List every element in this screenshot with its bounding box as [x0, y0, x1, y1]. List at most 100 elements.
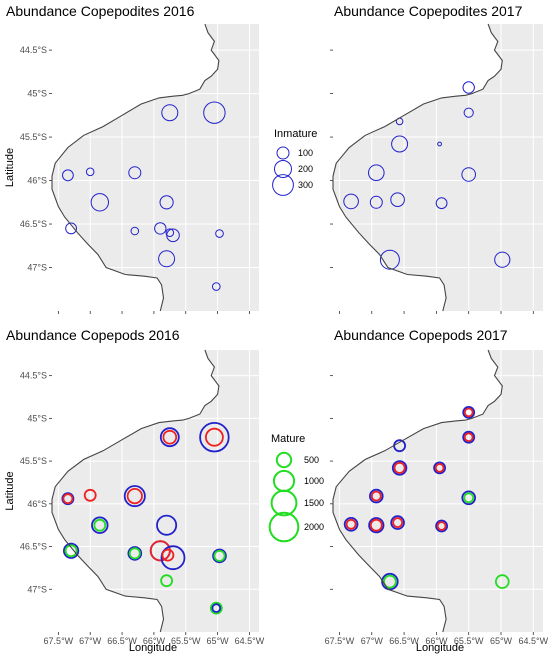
- legend-symbol: [275, 451, 293, 469]
- x-tick-label: 65°W: [207, 636, 230, 646]
- data-point: [343, 516, 359, 532]
- y-axis-label: Latitude: [4, 471, 16, 510]
- y-tick-label: 44.5°S: [20, 371, 47, 381]
- data-point: [393, 461, 406, 474]
- data-point: [160, 574, 174, 588]
- x-axis-label: Longitude: [416, 642, 464, 654]
- data-point: [91, 516, 109, 534]
- legend-mature: Mature 500 1000 1500 2000: [268, 433, 324, 543]
- data-point: [390, 192, 405, 207]
- data-point: [130, 226, 140, 236]
- x-tick-label: 65.5°W: [171, 636, 201, 646]
- data-point: [127, 546, 143, 561]
- data-point: [391, 135, 409, 153]
- data-point: [85, 167, 95, 177]
- legend-symbol: [272, 469, 296, 493]
- panel-copepods-2017: Abundance Copepods 2017 67.5°W 67°W 66.5°W…: [325, 327, 549, 654]
- x-tick-label: 66°W: [143, 636, 166, 646]
- y-tick-label: 45.5°S: [20, 456, 47, 466]
- panel-title: Abundance Copepodites 2017: [334, 3, 523, 19]
- legend-label: 1000: [304, 476, 324, 486]
- data-point: [158, 250, 176, 268]
- x-tick-label: 67.5°W: [44, 636, 74, 646]
- data-point: [83, 488, 97, 502]
- data-point: [463, 432, 474, 443]
- coastline: [332, 23, 503, 312]
- data-point: [368, 488, 384, 504]
- data-points: [343, 405, 510, 591]
- panel-title: Abundance Copepods 2016: [6, 327, 180, 343]
- data-point: [368, 164, 385, 181]
- panel-title: Abundance Copepods 2017: [334, 327, 508, 343]
- data-point: [494, 251, 511, 268]
- y-tick-labels: 44.5°S 45°S 45.5°S 46°S 46.5°S 47°S: [20, 371, 47, 595]
- data-point: [165, 228, 175, 237]
- x-axis-label: Longitude: [129, 642, 177, 654]
- y-tick-label: 45.5°S: [20, 132, 47, 142]
- panel-title: Abundance Copepodites 2016: [6, 3, 195, 19]
- data-point: [154, 222, 167, 235]
- data-point: [90, 193, 110, 212]
- data-point: [370, 490, 382, 502]
- data-point: [162, 429, 178, 445]
- y-tick-label: 47°S: [27, 263, 47, 273]
- y-tick-label: 46.5°S: [20, 542, 47, 552]
- data-point: [345, 518, 357, 530]
- data-point: [64, 544, 78, 558]
- data-point: [435, 197, 448, 210]
- data-point: [391, 460, 408, 476]
- legend-label: 500: [304, 455, 319, 465]
- panel-copepods-2016: Abundance Copepods 2016 44.5°S 45°S 45.5°S…: [4, 327, 265, 654]
- x-tick-labels: 67.5°W 67°W 66.5°W 66°W 65.5°W 65°W 64.5°W: [44, 636, 265, 646]
- y-tick-label: 44.5°S: [20, 45, 47, 55]
- data-point: [461, 167, 477, 182]
- legend-entries: 500 1000 1500 2000: [268, 451, 324, 543]
- data-point: [166, 228, 180, 243]
- data-point: [213, 549, 226, 562]
- legend-label: 200: [298, 164, 313, 174]
- data-point: [199, 422, 230, 453]
- data-point: [204, 427, 224, 447]
- legend-label: 2000: [304, 522, 324, 532]
- data-point: [62, 493, 74, 505]
- x-tick-label: 67°W: [79, 636, 102, 646]
- data-point: [62, 169, 74, 182]
- data-points: [343, 81, 511, 270]
- y-tick-labels: 44.5°S 45°S 45.5°S 46°S 46.5°S 47°S: [20, 45, 47, 272]
- legend-inmature: Inmature 100 200 300: [272, 128, 317, 196]
- coastline: [51, 349, 220, 633]
- data-point: [369, 195, 383, 209]
- legend-label: 100: [298, 148, 313, 158]
- data-point: [128, 547, 141, 560]
- data-point: [433, 461, 447, 475]
- data-point: [435, 519, 449, 533]
- data-point: [463, 407, 474, 418]
- data-point: [215, 229, 224, 238]
- data-point: [126, 487, 143, 505]
- panel-copepodites-2016: Abundance Copepodites 2016 44.5°S 45°S 45.…: [4, 3, 259, 314]
- x-tick-label: 67.5°W: [325, 636, 355, 646]
- y-tick-label: 45°S: [27, 413, 47, 423]
- x-tick-labels: 67.5°W 67°W 66.5°W 66°W 65.5°W 65°W 64.5°W: [325, 636, 549, 646]
- data-point: [343, 193, 359, 210]
- data-point: [203, 101, 226, 124]
- data-point: [160, 545, 186, 571]
- data-point: [161, 104, 179, 122]
- y-tick-label: 46.5°S: [20, 219, 47, 229]
- data-point: [379, 249, 400, 270]
- x-tick-label: 65°W: [490, 636, 513, 646]
- data-point: [159, 195, 174, 210]
- data-point: [368, 517, 385, 534]
- data-point: [434, 463, 445, 473]
- data-point: [159, 427, 180, 448]
- data-points: [62, 101, 226, 291]
- data-point: [61, 492, 75, 506]
- panel-copepodites-2017: Abundance Copepodites 2017: [330, 3, 543, 314]
- data-point: [65, 222, 77, 235]
- data-point: [381, 572, 399, 591]
- data-point: [463, 107, 474, 118]
- coastline: [51, 23, 220, 312]
- coastline: [332, 349, 503, 633]
- y-tick-label: 47°S: [27, 584, 47, 594]
